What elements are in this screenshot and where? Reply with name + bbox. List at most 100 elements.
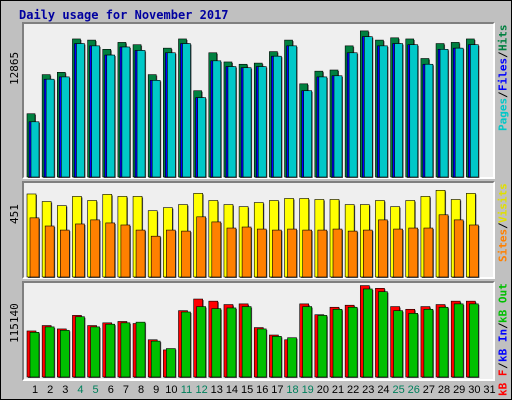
kbout-bar [393, 310, 403, 378]
chart-title: Daily usage for November 2017 [19, 8, 229, 22]
x-tick-label: 14 [225, 384, 239, 396]
x-tick-label: 29 [453, 384, 466, 396]
kbout-bar [438, 306, 449, 378]
x-tick-label: 2 [47, 384, 54, 396]
x-tick-label: 22 [347, 384, 360, 396]
kbout-bar [362, 288, 373, 378]
kbout-bar [196, 306, 206, 378]
x-tick-label: 28 [437, 384, 451, 396]
pages-bar [348, 52, 358, 178]
x-tick-label: 18 [286, 384, 299, 396]
pages-bar [394, 43, 403, 178]
pages-bar [303, 90, 313, 178]
kbout-bar [332, 308, 343, 378]
sites-bar [362, 229, 373, 278]
pages-bar [288, 45, 297, 178]
kbout-bar [105, 323, 116, 378]
sites-bar [302, 229, 313, 278]
sites-bar [423, 227, 434, 278]
kbout-bar [29, 332, 40, 378]
pages-bar [212, 60, 222, 178]
sites-bar [135, 229, 146, 278]
sites-bar [256, 228, 267, 278]
x-tick-label: 1 [31, 384, 39, 396]
kbout-bar [408, 313, 419, 378]
pages-bar [470, 44, 479, 178]
pages-bar [91, 45, 100, 178]
x-tick-label: 9 [153, 384, 160, 396]
pages-bar [30, 121, 40, 178]
x-axis-day-labels: 1 2 3 4 5 6 7 8 9 10 11 12 13 14 15 16 17 18 19 20 21 22 23 24 2… [24, 384, 496, 398]
sites-bar [90, 219, 100, 278]
sites-bar [469, 224, 479, 278]
pages-bar [363, 36, 373, 178]
sites-bar [211, 221, 222, 278]
kbout-bar [469, 303, 479, 378]
pages-bar [379, 45, 388, 178]
sites-bar [347, 230, 358, 278]
x-tick-label: 31 [483, 384, 496, 396]
sites-bar [317, 229, 328, 278]
pages-bar [121, 46, 131, 178]
pages-bar [257, 66, 267, 178]
pages-bar [106, 54, 116, 178]
pages-bar [182, 43, 191, 178]
kbout-bar [287, 337, 297, 378]
pages-bar [45, 78, 55, 178]
x-tick-label: 10 [165, 384, 178, 396]
x-tick-label: 24 [377, 384, 390, 396]
kbout-bar [317, 315, 328, 378]
x-tick-label: 19 [301, 384, 314, 396]
sites-bar [287, 228, 297, 278]
sites-bar [332, 228, 343, 278]
kbout-bar [256, 328, 267, 378]
sites-bar [378, 219, 388, 278]
kbout-bar [378, 291, 388, 378]
pages-bar [227, 66, 237, 178]
x-tick-label: 30 [468, 384, 481, 396]
sites-bar [241, 226, 252, 278]
sites-bar [150, 235, 161, 278]
kbout-bar [75, 316, 85, 378]
kbout-bar [453, 303, 464, 378]
x-tick-label: 6 [107, 384, 114, 396]
x-tick-label: 15 [240, 384, 254, 396]
pages-bar [424, 63, 434, 178]
pages-bar [409, 44, 419, 178]
sites-bar [120, 224, 131, 278]
pages-bar [318, 76, 328, 178]
sites-bar [453, 219, 464, 278]
kbout-bar [423, 308, 434, 378]
kbout-bar [226, 307, 237, 378]
kbout-bar [347, 306, 358, 378]
x-tick-label: 23 [362, 384, 375, 396]
pages-bar [197, 97, 206, 178]
sites-bar [75, 223, 85, 278]
sites-bar [408, 227, 419, 278]
kbout-bar [120, 322, 131, 378]
kbout-bar [166, 348, 176, 378]
x-tick-label: 26 [407, 384, 420, 396]
sites-bar [226, 227, 237, 278]
x-tick-label: 5 [92, 384, 99, 396]
kbout-bar [135, 321, 146, 378]
x-tick-label: 7 [122, 384, 129, 396]
x-tick-label: 21 [331, 384, 345, 396]
sites-bar [393, 228, 403, 278]
kbout-bar [211, 308, 222, 378]
x-tick-label: 3 [62, 384, 69, 396]
pages-bar [273, 55, 282, 178]
sites-bar [44, 225, 55, 278]
x-tick-label: 25 [392, 384, 405, 396]
pages-bar [242, 67, 252, 178]
pages-bar [333, 75, 343, 178]
sites-bar [181, 230, 191, 278]
x-tick-label: 4 [77, 384, 84, 396]
kbout-bar [150, 340, 161, 378]
kbout-bar [181, 311, 191, 378]
kbout-bar [302, 306, 313, 378]
x-tick-label: 20 [316, 384, 329, 396]
pages-bar [136, 50, 146, 178]
pages-bar [454, 47, 464, 178]
